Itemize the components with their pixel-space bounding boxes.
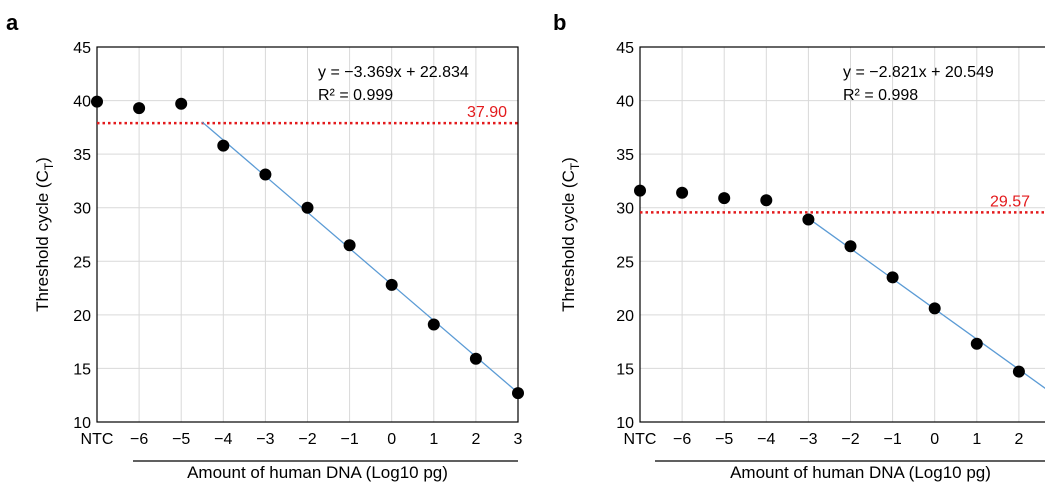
- x-tick-label: 0: [387, 431, 396, 448]
- y-tick-label: 15: [616, 361, 634, 378]
- x-axis-label: Amount of human DNA (Log10 pg): [187, 463, 448, 482]
- y-tick-label: 25: [616, 254, 634, 271]
- data-point: [469, 352, 482, 365]
- data-point: [91, 95, 103, 108]
- y-tick-label: 20: [73, 308, 91, 325]
- x-tick-label: 2: [471, 431, 480, 448]
- x-tick-label: −6: [673, 431, 691, 448]
- y-tick-label: 15: [73, 361, 91, 378]
- x-axis-label: Amount of human DNA (Log10 pg): [730, 463, 991, 482]
- x-tick-label: 2: [1014, 431, 1023, 448]
- data-point: [844, 240, 857, 253]
- y-axis-label-close: ): [559, 157, 578, 163]
- data-point: [512, 387, 524, 400]
- x-tick-label: −2: [841, 431, 859, 448]
- threshold-label: 29.57: [990, 193, 1030, 210]
- data-point: [133, 102, 146, 115]
- y-tick-label: 40: [73, 94, 91, 111]
- plot-frame: [639, 46, 1045, 423]
- data-point: [259, 168, 272, 181]
- data-point: [676, 186, 689, 199]
- data-point: [760, 194, 773, 207]
- data-point: [718, 192, 731, 205]
- fit-equation: y = −2.821x + 20.549: [843, 64, 994, 81]
- x-tick-label: −5: [172, 431, 190, 448]
- fit-equation: y = −3.369x + 22.834: [318, 64, 469, 81]
- panel-label: a: [6, 10, 19, 35]
- y-axis-label-close: ): [33, 157, 52, 163]
- y-axis-label-main: Threshold cycle (C: [33, 170, 52, 312]
- x-tick-label: −1: [340, 431, 358, 448]
- y-tick-label: 30: [73, 201, 91, 218]
- x-tick-label: −5: [715, 431, 733, 448]
- y-axis-label: Threshold cycle (CT): [559, 157, 582, 312]
- y-tick-label: 25: [73, 254, 91, 271]
- data-point: [175, 97, 188, 110]
- data-point: [634, 184, 646, 197]
- plot-frame: [96, 46, 519, 423]
- data-point: [427, 318, 440, 331]
- x-tick-label: −4: [757, 431, 775, 448]
- y-tick-label: 40: [616, 94, 634, 111]
- r-squared: R² = 0.998: [843, 87, 918, 104]
- x-tick-label: −2: [298, 431, 316, 448]
- r-squared: R² = 0.999: [318, 87, 393, 104]
- panel-b: b1015202530354045NTC−6−5−4−3−2−10123Amou…: [553, 10, 1045, 482]
- y-tick-label: 35: [73, 147, 91, 164]
- y-tick-label: 35: [616, 147, 634, 164]
- data-point: [970, 337, 983, 350]
- x-tick-label: NTC: [624, 431, 657, 448]
- data-point: [928, 302, 941, 315]
- x-tick-label: 1: [429, 431, 438, 448]
- y-axis-label-subscript: T: [42, 162, 56, 170]
- x-tick-label: NTC: [81, 431, 114, 448]
- y-tick-label: 45: [73, 40, 91, 57]
- y-tick-label: 20: [616, 308, 634, 325]
- x-tick-label: 3: [514, 431, 523, 448]
- y-tick-label: 45: [616, 40, 634, 57]
- data-point: [1012, 365, 1025, 378]
- data-point: [802, 213, 815, 226]
- x-tick-label: −1: [883, 431, 901, 448]
- data-point: [886, 271, 899, 284]
- x-tick-label: −3: [256, 431, 274, 448]
- data-point: [385, 278, 398, 291]
- y-tick-label: 30: [616, 201, 634, 218]
- data-point: [217, 139, 230, 152]
- fit-line: [201, 121, 519, 394]
- x-tick-label: −3: [799, 431, 817, 448]
- y-axis-label-subscript: T: [568, 162, 582, 170]
- y-axis-label: Threshold cycle (CT): [33, 157, 56, 312]
- x-tick-label: −4: [214, 431, 232, 448]
- panel-label: b: [553, 10, 566, 35]
- y-tick-label: 10: [73, 415, 91, 432]
- x-tick-label: 0: [930, 431, 939, 448]
- y-tick-label: 10: [616, 415, 634, 432]
- x-tick-label: −6: [130, 431, 148, 448]
- y-axis-label-main: Threshold cycle (C: [559, 170, 578, 312]
- data-point: [301, 201, 314, 214]
- panel-a: a 10 15 20 25 30 35 40 45 NTC −6 −5 −4 −3 −2 −1 0 1 2 3 Amou…: [6, 10, 524, 482]
- threshold-label: 37.90: [467, 104, 507, 121]
- data-point: [343, 239, 356, 252]
- fit-line: [808, 217, 1045, 389]
- x-tick-label: 1: [972, 431, 981, 448]
